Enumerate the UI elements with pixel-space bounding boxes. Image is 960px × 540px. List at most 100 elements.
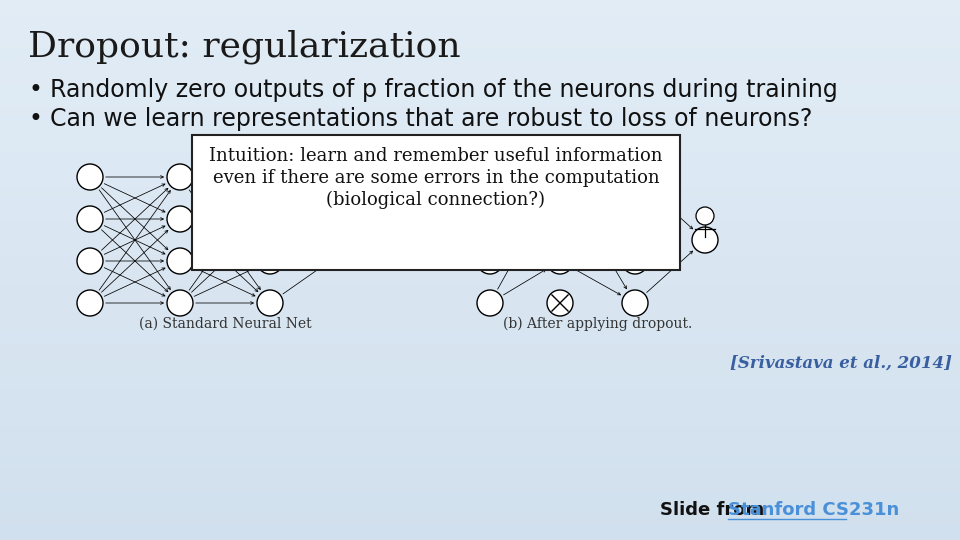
- Circle shape: [77, 206, 103, 232]
- Bar: [0, 314, 960, 320]
- Bar: [0, 206, 960, 212]
- Text: (a) Standard Neural Net: (a) Standard Neural Net: [138, 317, 311, 331]
- Bar: [0, 255, 960, 261]
- Bar: [0, 458, 960, 463]
- Bar: [0, 161, 960, 166]
- Circle shape: [622, 248, 648, 274]
- Text: (biological connection?): (biological connection?): [326, 191, 545, 209]
- Bar: [0, 503, 960, 509]
- Bar: [0, 440, 960, 445]
- FancyBboxPatch shape: [192, 135, 680, 270]
- Bar: [0, 3, 960, 9]
- Bar: [0, 44, 960, 50]
- Bar: [0, 530, 960, 536]
- Bar: [0, 179, 960, 185]
- Bar: [0, 62, 960, 68]
- Bar: [0, 444, 960, 450]
- Text: Intuition: learn and remember useful information: Intuition: learn and remember useful inf…: [209, 147, 662, 165]
- Bar: [0, 287, 960, 293]
- Bar: [0, 535, 960, 540]
- Circle shape: [622, 164, 648, 190]
- Bar: [0, 327, 960, 333]
- Bar: [0, 215, 960, 220]
- Text: Slide from: Slide from: [660, 501, 771, 519]
- Bar: [0, 111, 960, 117]
- Bar: [0, 228, 960, 234]
- Circle shape: [77, 248, 103, 274]
- Bar: [0, 170, 960, 176]
- Bar: [0, 350, 960, 355]
- Bar: [0, 386, 960, 391]
- Bar: [0, 246, 960, 252]
- Bar: [0, 278, 960, 284]
- Bar: [0, 273, 960, 279]
- Bar: [0, 427, 960, 432]
- Bar: [0, 390, 960, 396]
- Circle shape: [167, 290, 193, 316]
- Bar: [0, 49, 960, 54]
- Bar: [0, 462, 960, 468]
- Bar: [0, 238, 960, 243]
- Bar: [0, 12, 960, 18]
- Bar: [0, 152, 960, 158]
- Bar: [0, 404, 960, 409]
- Bar: [0, 26, 960, 31]
- Text: •: •: [28, 107, 42, 131]
- Bar: [0, 107, 960, 112]
- Bar: [0, 323, 960, 328]
- Bar: [0, 467, 960, 472]
- Bar: [0, 417, 960, 423]
- Bar: [0, 319, 960, 324]
- Bar: [0, 332, 960, 338]
- Bar: [0, 116, 960, 122]
- Bar: [0, 120, 960, 126]
- Bar: [0, 408, 960, 414]
- Bar: [0, 174, 960, 180]
- Circle shape: [257, 164, 283, 190]
- Circle shape: [696, 207, 714, 225]
- Bar: [0, 422, 960, 428]
- Bar: [0, 8, 960, 14]
- Bar: [0, 84, 960, 90]
- Text: Stanford CS231n: Stanford CS231n: [728, 501, 900, 519]
- Circle shape: [257, 290, 283, 316]
- Circle shape: [477, 290, 503, 316]
- Bar: [0, 80, 960, 85]
- Bar: [0, 431, 960, 436]
- Bar: [0, 341, 960, 347]
- Bar: [0, 224, 960, 230]
- Circle shape: [351, 207, 369, 225]
- Text: (b) After applying dropout.: (b) After applying dropout.: [503, 316, 692, 331]
- Bar: [0, 17, 960, 23]
- Bar: [0, 368, 960, 374]
- Text: Dropout: regularization: Dropout: regularization: [28, 30, 461, 64]
- Bar: [0, 184, 960, 189]
- Bar: [0, 143, 960, 148]
- Bar: [0, 192, 960, 198]
- Bar: [0, 188, 960, 193]
- Bar: [0, 138, 960, 144]
- Bar: [0, 521, 960, 526]
- Circle shape: [547, 206, 573, 232]
- Bar: [0, 76, 960, 81]
- Bar: [0, 269, 960, 274]
- Bar: [0, 22, 960, 27]
- Bar: [0, 449, 960, 455]
- Bar: [0, 53, 960, 58]
- Bar: [0, 89, 960, 94]
- Bar: [0, 130, 960, 135]
- Bar: [0, 125, 960, 131]
- Bar: [0, 0, 960, 4]
- Bar: [0, 346, 960, 351]
- Bar: [0, 57, 960, 63]
- Circle shape: [257, 206, 283, 232]
- Bar: [0, 165, 960, 171]
- Bar: [0, 363, 960, 369]
- Bar: [0, 354, 960, 360]
- Circle shape: [622, 206, 648, 232]
- Circle shape: [77, 290, 103, 316]
- Bar: [0, 516, 960, 522]
- Circle shape: [547, 164, 573, 190]
- Circle shape: [77, 164, 103, 190]
- Bar: [0, 282, 960, 288]
